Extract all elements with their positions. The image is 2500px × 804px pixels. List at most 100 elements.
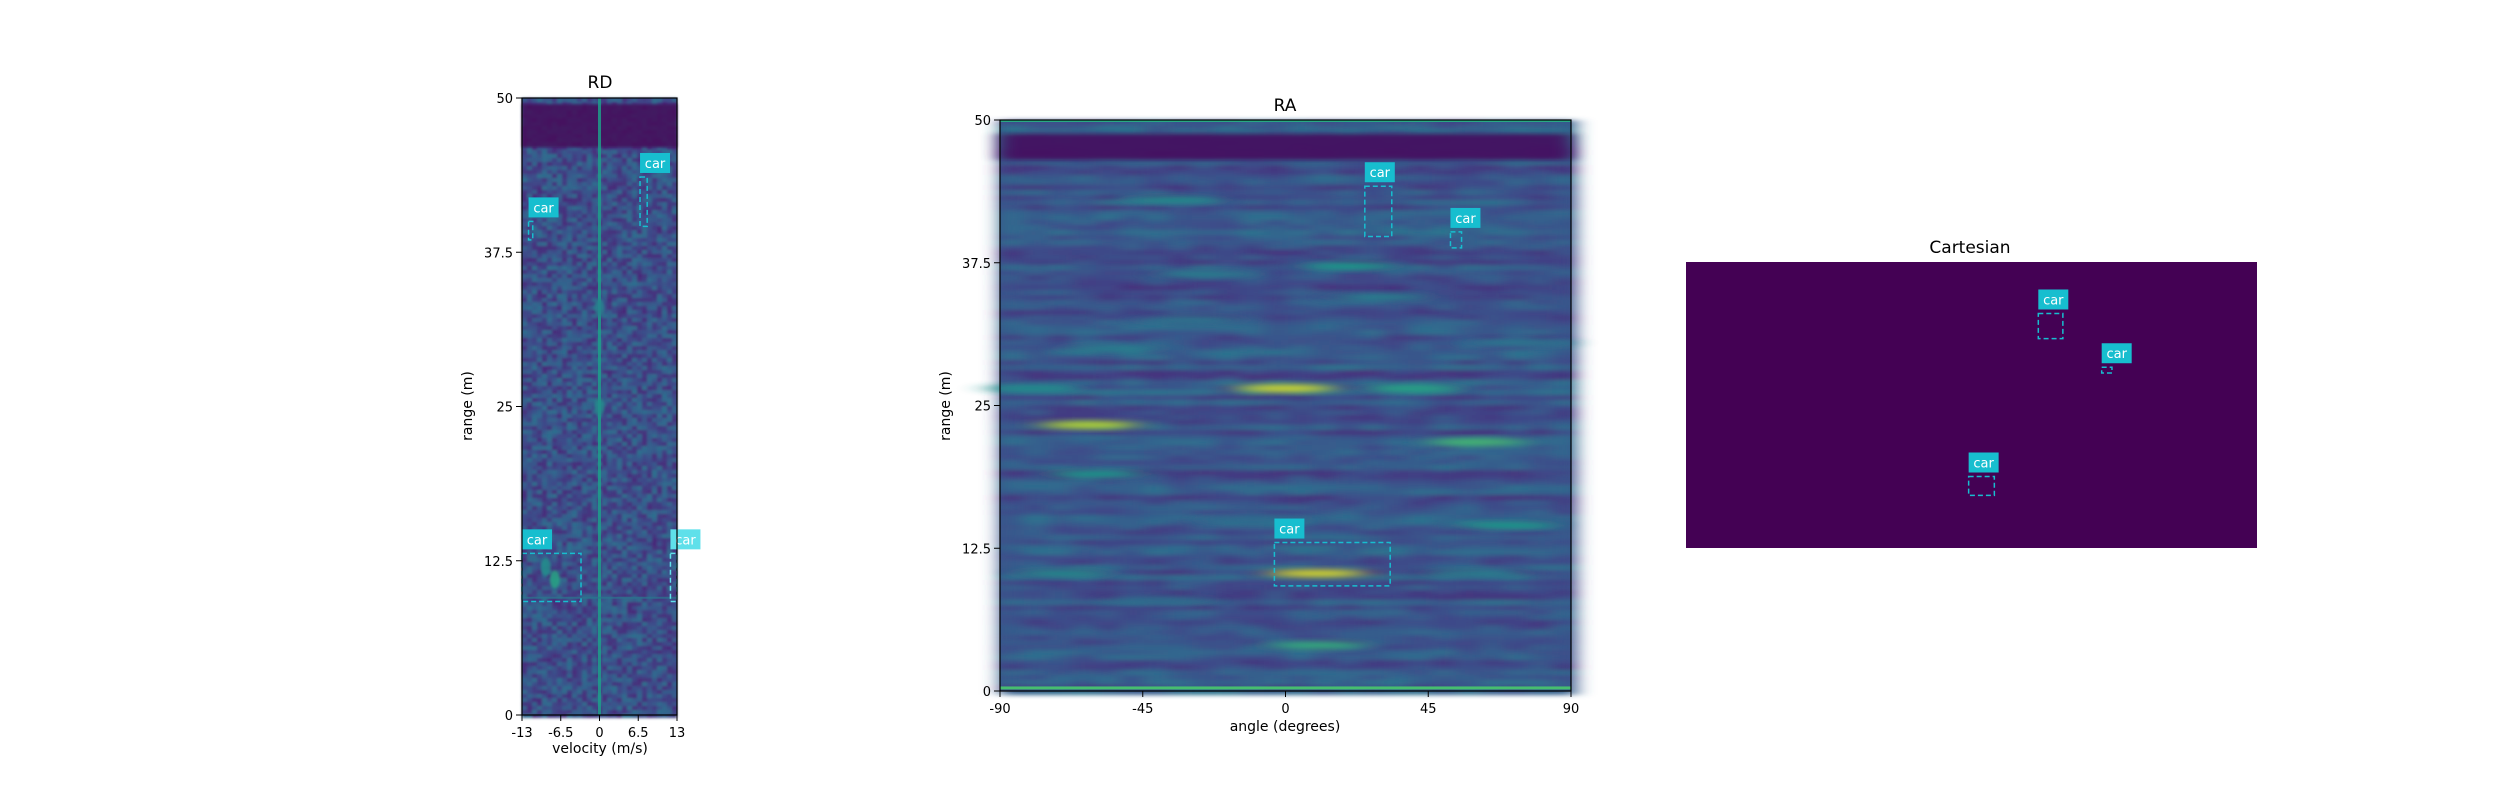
rd-heatmap-cell — [542, 678, 547, 682]
rd-heatmap-cell — [622, 186, 627, 190]
rd-heatmap-cell — [647, 374, 652, 378]
rd-heatmap-cell — [657, 254, 662, 258]
rd-heatmap-cell — [637, 382, 642, 386]
rd-heatmap-cell — [617, 654, 622, 658]
rd-heatmap-cell — [602, 286, 607, 290]
rd-heatmap-cell — [622, 394, 627, 398]
rd-heatmap-cell — [547, 618, 552, 622]
rd-heatmap-cell — [577, 290, 582, 294]
rd-heatmap-cell — [627, 222, 632, 226]
rd-heatmap-cell — [667, 626, 672, 630]
rd-heatmap-cell — [642, 442, 647, 446]
rd-heatmap-cell — [572, 666, 577, 670]
rd-heatmap-cell — [532, 554, 537, 558]
rd-heatmap-cell — [527, 418, 532, 422]
rd-heatmap-cell — [592, 294, 597, 298]
rd-heatmap-cell — [602, 566, 607, 570]
rd-heatmap-cell — [652, 202, 657, 206]
rd-heatmap-cell — [587, 166, 592, 170]
rd-heatmap-cell — [542, 258, 547, 262]
rd-heatmap-cell — [607, 394, 612, 398]
rd-heatmap-cell — [567, 674, 572, 678]
rd-heatmap-cell — [612, 382, 617, 386]
rd-heatmap-cell — [537, 446, 542, 450]
rd-heatmap-cell — [627, 562, 632, 566]
rd-heatmap-cell — [627, 226, 632, 230]
rd-heatmap-cell — [607, 682, 612, 686]
rd-heatmap-cell — [552, 638, 557, 642]
rd-heatmap-cell — [522, 266, 527, 270]
rd-heatmap-cell — [537, 666, 542, 670]
rd-heatmap-cell — [562, 226, 567, 230]
rd-heatmap-cell — [552, 534, 557, 538]
rd-heatmap-cell — [652, 678, 657, 682]
rd-heatmap-cell — [647, 242, 652, 246]
rd-heatmap-cell — [527, 362, 532, 366]
rd-heatmap-cell — [612, 570, 617, 574]
rd-heatmap-cell — [602, 166, 607, 170]
rd-heatmap-cell — [537, 238, 542, 242]
rd-heatmap-cell — [617, 178, 622, 182]
rd-heatmap-cell — [522, 510, 527, 514]
rd-heatmap-cell — [637, 234, 642, 238]
rd-heatmap-cell — [552, 230, 557, 234]
rd-heatmap-cell — [577, 406, 582, 410]
rd-heatmap-cell — [622, 410, 627, 414]
rd-heatmap-cell — [652, 634, 657, 638]
rd-heatmap-cell — [622, 342, 627, 346]
rd-heatmap-cell — [562, 710, 567, 714]
rd-heatmap-cell — [527, 666, 532, 670]
rd-heatmap-cell — [557, 442, 562, 446]
rd-heatmap-cell — [607, 258, 612, 262]
rd-heatmap-cell — [637, 274, 642, 278]
rd-heatmap-cell — [652, 490, 657, 494]
rd-heatmap-cell — [547, 278, 552, 282]
rd-heatmap-cell — [587, 294, 592, 298]
rd-heatmap-cell — [532, 558, 537, 562]
rd-heatmap-cell — [562, 510, 567, 514]
rd-heatmap-cell — [577, 466, 582, 470]
rd-heatmap-cell — [562, 206, 567, 210]
rd-heatmap-cell — [642, 274, 647, 278]
rd-heatmap-cell — [602, 614, 607, 618]
rd-heatmap-cell — [647, 570, 652, 574]
rd-heatmap-cell — [662, 654, 667, 658]
rd-heatmap-cell — [537, 150, 542, 154]
rd-heatmap-cell — [532, 590, 537, 594]
rd-heatmap-cell — [612, 278, 617, 282]
rd-heatmap-cell — [627, 346, 632, 350]
rd-heatmap-cell — [587, 498, 592, 502]
rd-heatmap-cell — [637, 410, 642, 414]
rd-heatmap-cell — [617, 698, 622, 702]
rd-heatmap-cell — [582, 194, 587, 198]
rd-heatmap-cell — [667, 318, 672, 322]
rd-heatmap-cell — [542, 698, 547, 702]
rd-heatmap-cell — [667, 366, 672, 370]
rd-heatmap-cell — [652, 710, 657, 714]
rd-heatmap-cell — [657, 350, 662, 354]
rd-heatmap-cell — [612, 574, 617, 578]
rd-heatmap-cell — [647, 678, 652, 682]
rd-heatmap-cell — [622, 534, 627, 538]
rd-heatmap-cell — [527, 462, 532, 466]
rd-heatmap-cell — [672, 310, 677, 314]
rd-heatmap-cell — [612, 434, 617, 438]
rd-heatmap-cell — [662, 366, 667, 370]
rd-heatmap-cell — [577, 150, 582, 154]
rd-heatmap-cell — [592, 702, 597, 706]
rd-heatmap-cell — [602, 250, 607, 254]
rd-heatmap-cell — [592, 686, 597, 690]
rd-heatmap-cell — [557, 586, 562, 590]
rd-heatmap-cell — [557, 674, 562, 678]
rd-ytick-label: 0 — [505, 709, 513, 724]
rd-heatmap-cell — [592, 378, 597, 382]
rd-heatmap-cell — [672, 626, 677, 630]
rd-heatmap-cell — [552, 262, 557, 266]
rd-heatmap-cell — [577, 506, 582, 510]
rd-heatmap-cell — [532, 398, 537, 402]
rd-heatmap-cell — [617, 350, 622, 354]
rd-heatmap-cell — [627, 486, 632, 490]
rd-heatmap-cell — [602, 502, 607, 506]
rd-heatmap-cell — [547, 330, 552, 334]
rd-heatmap-cell — [547, 354, 552, 358]
